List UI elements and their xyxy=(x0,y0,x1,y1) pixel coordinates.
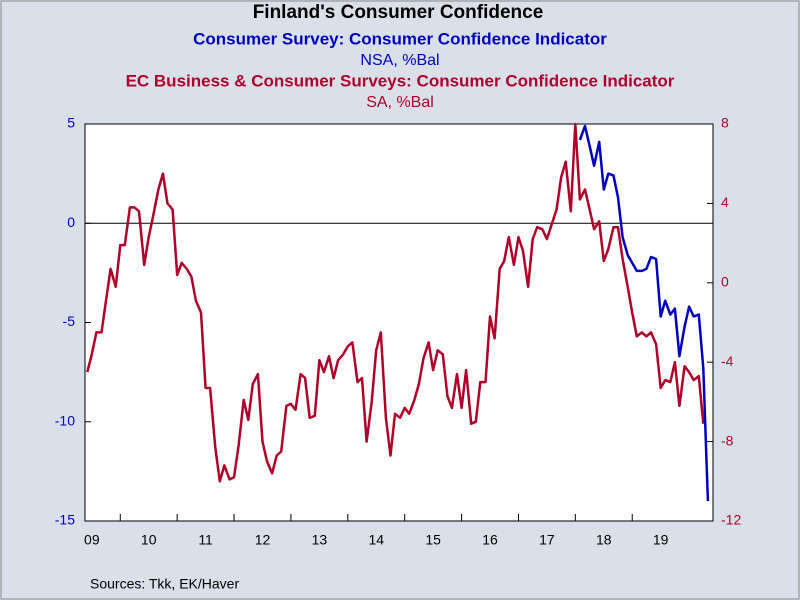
y2-tick-label: -4 xyxy=(721,353,734,369)
series-unit: NSA, %Bal xyxy=(360,52,439,69)
series-line xyxy=(86,122,705,483)
x-tick-label: 18 xyxy=(596,532,612,548)
chart-title: Finland's Consumer Confidence xyxy=(253,2,544,23)
x-tick-label: 16 xyxy=(482,532,498,548)
y2-tick-label: -8 xyxy=(721,432,734,448)
y-tick-label: 5 xyxy=(67,115,75,131)
x-tick-label: 13 xyxy=(312,532,328,548)
x-tick-label: 19 xyxy=(653,532,669,548)
y2-tick-label: 8 xyxy=(721,115,729,131)
x-tick-label: 14 xyxy=(368,532,384,548)
x-tick-label: 15 xyxy=(425,532,441,548)
y2-tick-label: -12 xyxy=(721,512,741,528)
x-tick-label: 12 xyxy=(255,532,271,548)
x-tick-label: 10 xyxy=(141,532,157,548)
source-note: Sources: Tkk, EK/Haver xyxy=(90,576,239,592)
plot-area xyxy=(84,123,714,522)
y2-tick-label: 0 xyxy=(721,274,729,290)
y-tick-label: -5 xyxy=(63,313,76,329)
x-tick-label: 11 xyxy=(198,532,213,548)
series-title: EC Business & Consumer Surveys: Consumer… xyxy=(126,71,675,90)
x-tick-label: 09 xyxy=(84,532,100,548)
series-unit: SA, %Bal xyxy=(366,94,434,111)
y-tick-label: -10 xyxy=(55,412,75,428)
y-tick-label: 0 xyxy=(67,214,75,230)
y2-tick-label: 4 xyxy=(721,194,729,210)
series-title: Consumer Survey: Consumer Confidence Ind… xyxy=(193,29,607,48)
series-line xyxy=(578,124,710,502)
x-tick-label: 17 xyxy=(539,532,555,548)
y-tick-label: -15 xyxy=(55,512,75,528)
